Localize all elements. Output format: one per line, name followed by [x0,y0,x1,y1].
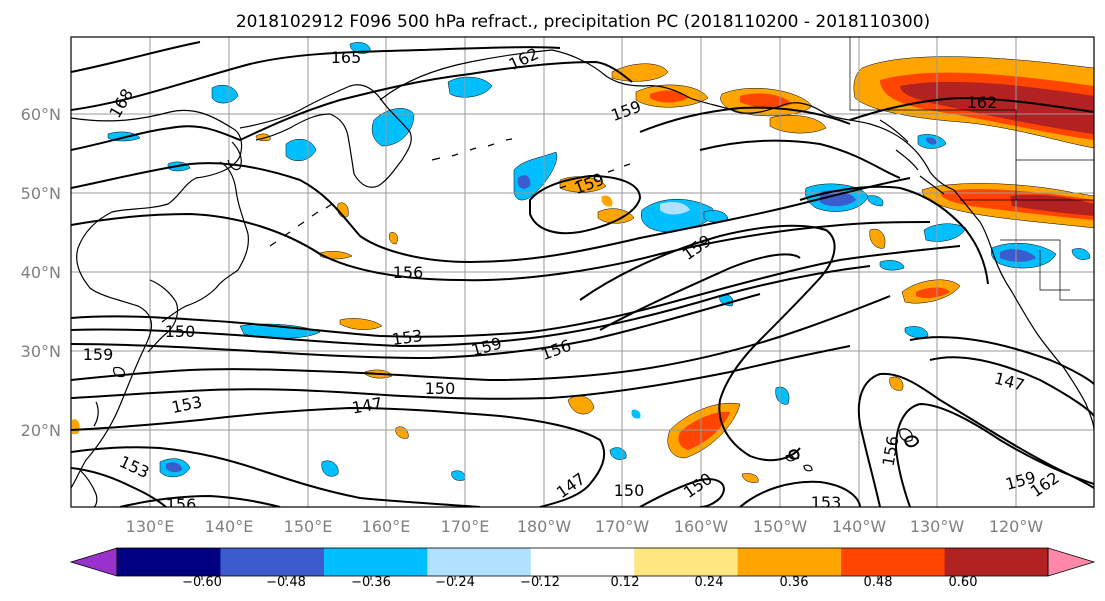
colorbar-swatch [427,548,532,576]
colorbar-tick-label: −0.60 [182,575,222,590]
lon-tick-label: 130°E [126,517,175,536]
lon-tick-label: 120°W [989,517,1044,536]
contour-label: 153 [811,493,842,512]
colorbar: −0.60 −0.48 −0.36 −0.24 −0.12 0.12 0.24 … [69,547,1096,590]
map-title: 2018102912 F096 500 hPa refract., precip… [236,12,930,32]
colorbar-tick-label: −0.48 [266,575,306,590]
contour-label: 150 [425,379,456,398]
lon-tick-label: 130°W [910,517,965,536]
contour-label: 150 [165,322,196,341]
colorbar-tick-label: 0.24 [695,575,724,590]
contour-label: 150 [614,481,645,500]
lon-tick-label: 160°E [362,517,411,536]
colorbar-tick-label: −0.12 [520,575,560,590]
latitude-ticks: 60°N 50°N 40°N 30°N 20°N [21,105,61,440]
lat-tick-label: 40°N [21,263,61,282]
colorbar-swatch [841,548,946,576]
colorbar-tick-label: 0.12 [611,575,640,590]
lon-tick-label: 160°W [674,517,729,536]
contour-label: 165 [331,48,362,67]
colorbar-swatches [69,547,1096,577]
contour-label: 159 [83,345,114,364]
colorbar-tick-label: 0.36 [780,575,809,590]
contour-labels: 165 162 168 159 159 162 159 156 150 153 … [83,44,1063,514]
colorbar-swatch [634,548,739,576]
colorbar-tick-label: 0.48 [864,575,893,590]
contour-label: 162 [967,93,998,112]
positive-precip-shading [72,56,1094,483]
map-area: 165 162 168 159 159 162 159 156 150 153 … [71,37,1094,514]
lon-tick-label: 170°W [595,517,650,536]
longitude-ticks: 130°E 140°E 150°E 160°E 170°E 180°W 170°… [126,517,1044,536]
colorbar-tick-label: −0.24 [435,575,475,590]
borders [849,37,1094,301]
lon-tick-label: 150°W [753,517,808,536]
lon-tick-label: 140°W [832,517,887,536]
colorbar-swatch [944,548,1049,576]
refractivity-contours [71,41,1094,507]
contour-label: 156 [393,263,424,282]
colorbar-tick-label: −0.36 [351,575,391,590]
contour-label: 156 [166,495,197,514]
lat-tick-label: 60°N [21,105,61,124]
lat-tick-label: 20°N [21,421,61,440]
colorbar-swatch [220,548,325,576]
lon-tick-label: 150°E [284,517,333,536]
colorbar-swatch [117,548,221,576]
colorbar-swatch [1047,547,1096,577]
lon-tick-label: 140°E [205,517,254,536]
map-frame [70,36,1095,508]
colorbar-swatch [69,547,118,577]
contour-label: 153 [391,326,424,349]
colorbar-swatch [530,548,635,576]
lat-tick-label: 30°N [21,342,61,361]
lon-tick-label: 170°E [441,517,490,536]
colorbar-frame [116,547,1049,577]
colorbar-swatch [323,548,428,576]
lon-tick-label: 180°W [517,517,572,536]
lat-tick-label: 50°N [21,184,61,203]
colorbar-ticks: −0.60 −0.48 −0.36 −0.24 −0.12 0.12 0.24 … [182,575,977,590]
colorbar-swatch [737,548,842,576]
colorbar-tick-label: 0.60 [949,575,978,590]
